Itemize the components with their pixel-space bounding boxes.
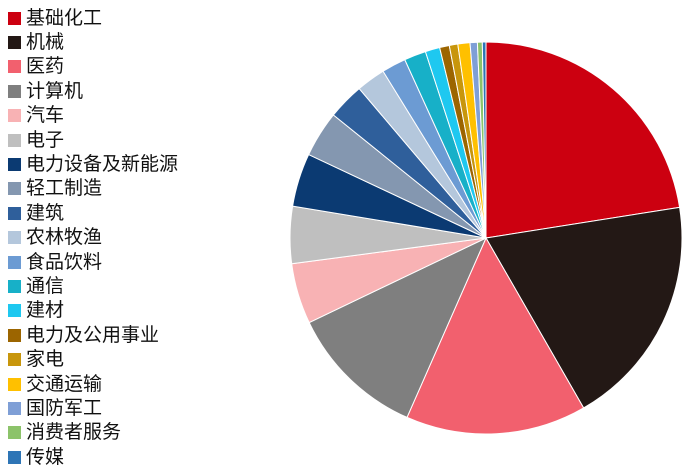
legend-item: 基础化工 <box>8 6 178 30</box>
legend-label: 通信 <box>26 274 65 297</box>
legend-item: 电力及公用事业 <box>8 323 178 347</box>
pie-slice-计算机 <box>308 236 488 419</box>
legend-label: 医药 <box>26 55 65 78</box>
legend-swatch <box>8 450 21 464</box>
legend-label: 计算机 <box>26 79 84 102</box>
legend-swatch <box>8 206 21 220</box>
legend-label: 汽车 <box>26 104 65 127</box>
legend-swatch <box>8 60 21 74</box>
legend-item: 农林牧渔 <box>8 226 178 250</box>
legend-item: 交通运输 <box>8 372 178 396</box>
legend-swatch <box>8 36 21 50</box>
legend-swatch <box>8 328 21 342</box>
pie-slice-传媒 <box>481 41 487 239</box>
legend-item: 计算机 <box>8 79 178 103</box>
legend-item: 消费者服务 <box>8 421 178 445</box>
legend-label: 传媒 <box>26 445 65 468</box>
legend-item: 传媒 <box>8 445 178 469</box>
legend-swatch <box>8 255 21 269</box>
legend-swatch <box>8 84 21 98</box>
legend-swatch <box>8 426 21 440</box>
legend-label: 建材 <box>26 299 65 322</box>
pie-slice-医药 <box>406 236 585 435</box>
legend-label: 国防军工 <box>26 396 103 419</box>
legend-swatch <box>8 182 21 196</box>
legend-swatch <box>8 401 21 415</box>
legend-label: 食品饮料 <box>26 250 103 273</box>
legend-label: 建筑 <box>26 201 65 224</box>
legend-swatch <box>8 158 21 172</box>
legend-label: 消费者服务 <box>26 421 122 444</box>
legend-label: 基础化工 <box>26 6 103 29</box>
legend-item: 国防军工 <box>8 396 178 420</box>
legend-swatch <box>8 304 21 318</box>
legend-label: 农林牧渔 <box>26 226 103 249</box>
legend-swatch <box>8 133 21 147</box>
legend-label: 电子 <box>26 128 65 151</box>
legend-item: 电力设备及新能源 <box>8 152 178 176</box>
legend-swatch <box>8 353 21 367</box>
legend-swatch <box>8 279 21 293</box>
legend-item: 食品饮料 <box>8 250 178 274</box>
pie-slice-机械 <box>485 206 683 409</box>
legend-item: 电子 <box>8 128 178 152</box>
legend-swatch <box>8 231 21 245</box>
legend-swatch <box>8 377 21 391</box>
legend-item: 汽车 <box>8 104 178 128</box>
pie-slice-基础化工 <box>485 41 681 239</box>
legend-item: 建筑 <box>8 201 178 225</box>
legend-swatch <box>8 109 21 123</box>
legend-item: 机械 <box>8 30 178 54</box>
legend-swatch <box>8 11 21 25</box>
legend-item: 家电 <box>8 347 178 371</box>
legend-item: 建材 <box>8 299 178 323</box>
legend-label: 电力及公用事业 <box>26 323 160 346</box>
legend-item: 通信 <box>8 274 178 298</box>
legend-label: 电力设备及新能源 <box>26 153 179 176</box>
legend-label: 家电 <box>26 348 65 371</box>
legend-item: 医药 <box>8 55 178 79</box>
legend-label: 机械 <box>26 31 65 54</box>
legend: 基础化工 机械 医药 计算机 汽车 电子 电力设备及新能源 轻工制造 建筑 农林牧渔 食品饮料 通信建… <box>8 6 178 469</box>
legend-label: 轻工制造 <box>26 177 103 200</box>
legend-label: 交通运输 <box>26 372 103 395</box>
legend-item: 轻工制造 <box>8 177 178 201</box>
